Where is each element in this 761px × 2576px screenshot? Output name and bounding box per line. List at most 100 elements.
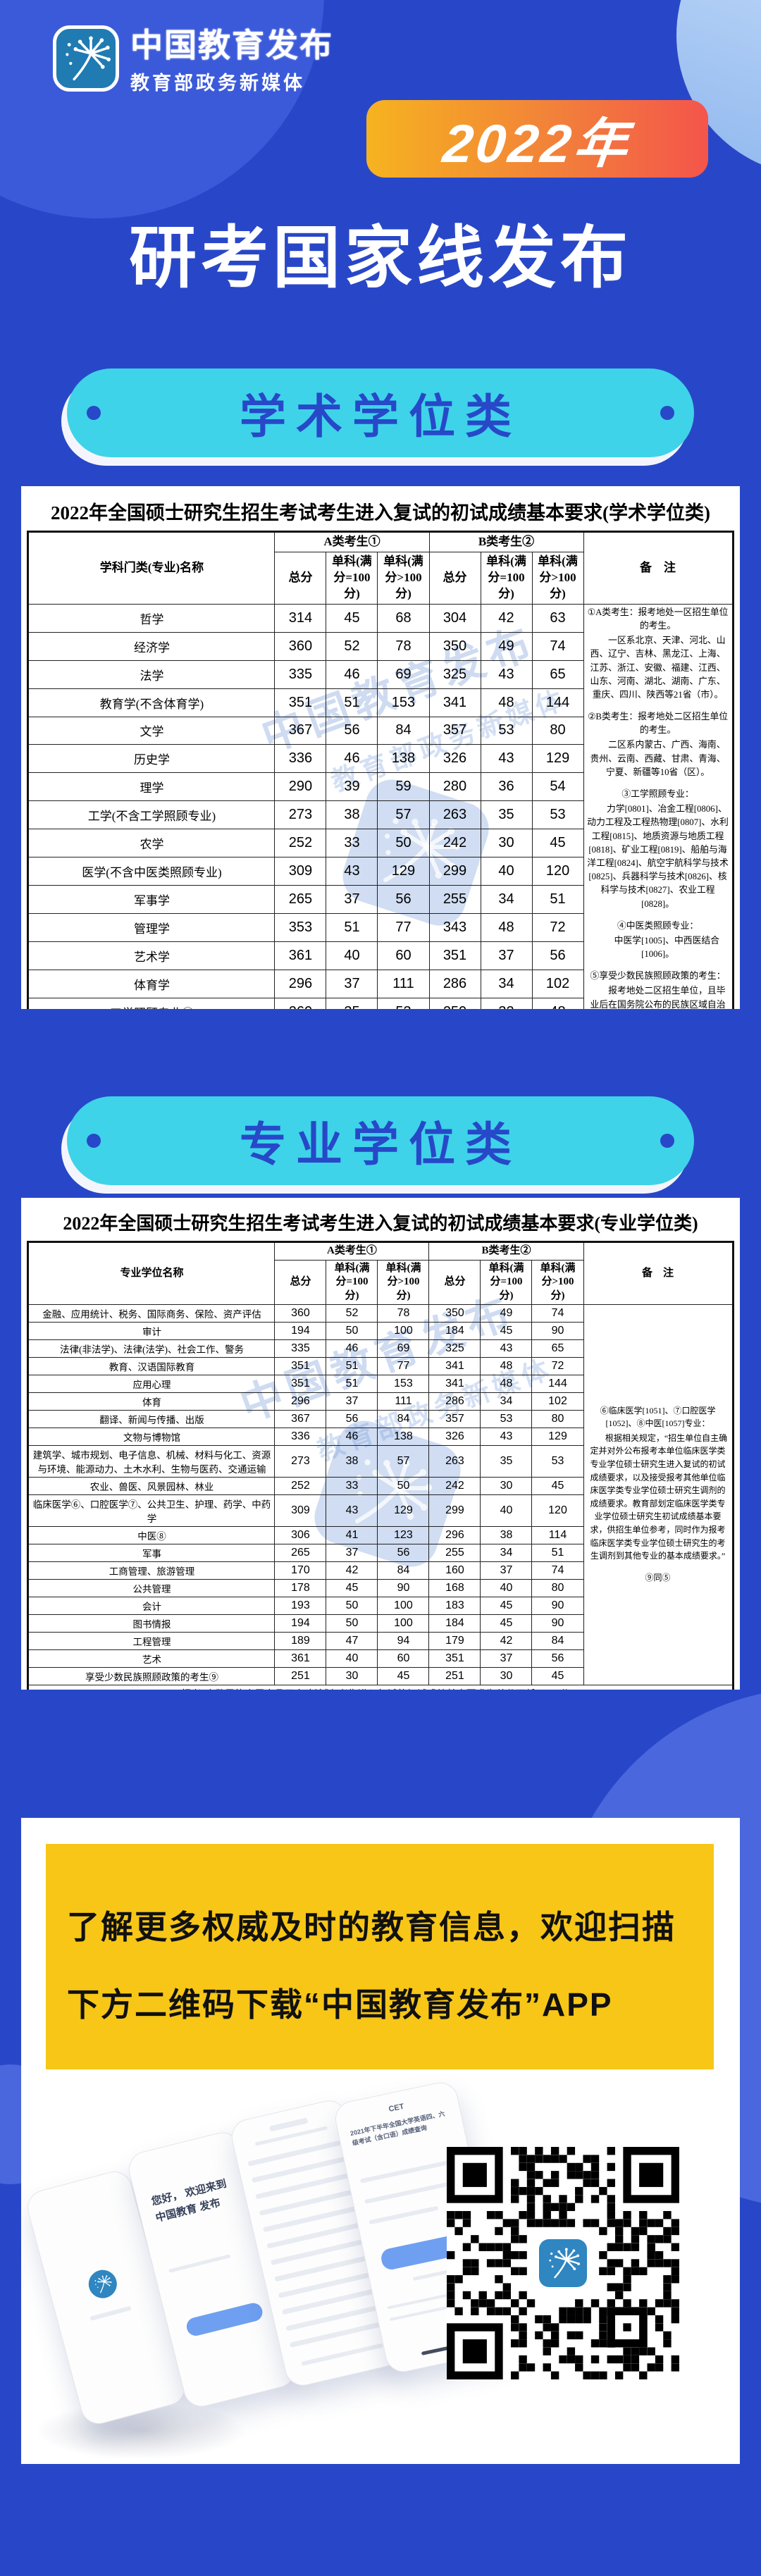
- promo-line-2: 下方二维码下载“中国教育发布”APP: [67, 1986, 613, 2023]
- score-cell: 43: [326, 857, 378, 886]
- subject-name-cell: 艺术: [27, 1649, 276, 1668]
- score-cell: 114: [531, 1526, 584, 1544]
- score-cell: 33: [326, 1477, 378, 1495]
- table-row: 工学照顾专业③26035532503248: [27, 997, 733, 1009]
- remark-line: 二区系内蒙古、广西、海南、贵州、云南、西藏、甘肃、青海、宁夏、新疆等10省（区）…: [590, 740, 726, 777]
- score-cell: 341: [428, 1357, 481, 1375]
- table-row: 哲学 314 45 68 304 42 63 ①A类考生：报考地处一区招生单位的考生。 一区系…: [27, 603, 734, 1009]
- score-cell: 77: [377, 913, 430, 942]
- score-cell: 90: [531, 1597, 584, 1615]
- brand-title: 中国教育发布: [130, 27, 333, 63]
- score-cell: 53: [480, 716, 533, 745]
- score-cell: 251: [428, 1667, 481, 1685]
- subject-name-cell: 公共管理: [27, 1579, 276, 1597]
- score-cell: 40: [480, 1494, 533, 1527]
- remark-line: ⑤享受少数民族照顾政策的考生：: [590, 971, 726, 982]
- brand-text: 中国教育发布 教育部政务新媒体: [130, 25, 333, 95]
- score-cell: 42: [326, 1561, 378, 1580]
- score-cell: 111: [377, 969, 430, 998]
- table-row: 理学 290 39 59 280 36 54: [27, 772, 733, 802]
- score-subheader: 单科(满分>100分): [377, 1259, 430, 1305]
- score-cell: 144: [531, 1375, 584, 1393]
- score-cell: 34: [480, 969, 533, 998]
- score-subheader: 单科(满分=100分): [480, 551, 533, 605]
- score-cell: 40: [480, 1579, 533, 1597]
- score-cell: 325: [428, 1339, 481, 1358]
- year-badge: 2022年: [366, 100, 708, 178]
- table-row: 文学 367 56 84 357 53 80: [27, 716, 733, 745]
- score-cell: 45: [531, 829, 584, 858]
- score-cell: 304: [428, 603, 481, 633]
- subject-name-cell: 应用心理: [27, 1375, 276, 1393]
- score-cell: 37: [480, 1561, 533, 1580]
- score-cell: 296: [428, 1526, 481, 1544]
- score-cell: 56: [531, 1649, 584, 1668]
- subject-name-cell: 艺术学: [27, 941, 276, 970]
- score-cell: 138: [377, 1428, 430, 1446]
- subject-name-cell: 经济学: [27, 631, 276, 661]
- score-cell: 360: [274, 1304, 327, 1323]
- score-cell: 37: [326, 969, 378, 998]
- score-cell: 54: [531, 772, 584, 802]
- score-subheader: 总分: [428, 551, 481, 605]
- table-header-row: 学科门类(专业)名称 A类考生① B类考生② 备 注: [27, 531, 734, 605]
- subject-name-cell: 中医⑧: [27, 1526, 276, 1544]
- score-cell: 179: [428, 1632, 481, 1650]
- remark-line: [587, 962, 729, 968]
- score-cell: 56: [531, 941, 584, 970]
- score-cell: 45: [480, 1322, 533, 1340]
- score-cell: 194: [274, 1614, 327, 1633]
- score-cell: 46: [326, 744, 378, 774]
- score-cell: 78: [377, 631, 430, 661]
- table-row: 艺术 361 40 60 351 37 56: [27, 1649, 733, 1668]
- welcome-text: 您好， 欢迎来到中国教育 发布: [150, 2177, 228, 2224]
- score-cell: 306: [274, 1526, 327, 1544]
- subject-name-cell: 法学: [27, 660, 276, 689]
- score-cell: 90: [531, 1614, 584, 1633]
- score-cell: 336: [274, 1428, 327, 1446]
- table-row: 翻译、新闻与传播、出版 367 56 84 357 53 80: [27, 1410, 733, 1428]
- table-row: 教育学(不含体育学) 351 51 153 341 48 144: [27, 688, 733, 717]
- score-cell: 43: [326, 1494, 378, 1527]
- subject-name-cell: 体育学: [27, 969, 276, 998]
- score-cell: 32: [480, 997, 533, 1009]
- score-cell: 74: [531, 1561, 584, 1580]
- score-cell: 34: [480, 1392, 533, 1411]
- score-cell: 50: [326, 1322, 378, 1340]
- score-cell: 184: [428, 1614, 481, 1633]
- score-cell: 90: [531, 1322, 584, 1340]
- table-footer-row: 报考“少数民族高层次骨干人才计划”考生进入复试的初试成绩基本要求为总分不低于25…: [27, 1685, 734, 1690]
- score-cell: 45: [326, 1579, 378, 1597]
- score-cell: 51: [326, 688, 378, 717]
- professional-score-table: 专业学位名称 A类考生① B类考生② 备 注总分 单科(满分=100分) 单科(满分>10…: [27, 1241, 734, 1690]
- remark-line: ④中医类照顾专业：: [617, 920, 699, 931]
- score-cell: 48: [480, 688, 533, 717]
- score-cell: 351: [428, 1649, 481, 1668]
- score-cell: 42: [480, 603, 533, 633]
- subject-name-cell: 体育: [27, 1392, 276, 1411]
- score-cell: 39: [326, 772, 378, 802]
- promo-line-1: 了解更多权威及时的教育信息，欢迎扫描: [67, 1909, 676, 1945]
- subject-name-cell: 工学(不含工学照顾专业): [27, 800, 276, 830]
- score-cell: 45: [480, 1597, 533, 1615]
- score-cell: 72: [531, 913, 584, 942]
- score-cell: 183: [428, 1597, 481, 1615]
- score-cell: 265: [274, 885, 327, 915]
- subject-name-cell: 理学: [27, 772, 276, 802]
- score-cell: 38: [480, 1526, 533, 1544]
- table-row: 经济学 360 52 78 350 49 74: [27, 631, 733, 661]
- score-cell: 94: [377, 1632, 430, 1650]
- score-cell: 59: [377, 772, 430, 802]
- section-pill-professional: 专业学位类: [67, 1096, 694, 1185]
- score-cell: 65: [531, 1339, 584, 1358]
- remark-line: ⑥临床医学[1051]、⑦口腔医学[1052]、⑧中医[1057]专业：: [600, 1405, 716, 1429]
- subject-name-cell: 享受少数民族照顾政策的考生⑨: [27, 1667, 276, 1685]
- score-cell: 48: [480, 1375, 533, 1393]
- score-cell: 350: [428, 1304, 481, 1323]
- section-pill-academic-label: 学术学位类: [240, 390, 521, 442]
- score-cell: 41: [326, 1526, 378, 1544]
- group-a-header: A类考生①: [274, 531, 430, 552]
- app-logo-icon: [85, 2267, 120, 2302]
- score-cell: 49: [480, 631, 533, 661]
- score-cell: 37: [326, 1544, 378, 1562]
